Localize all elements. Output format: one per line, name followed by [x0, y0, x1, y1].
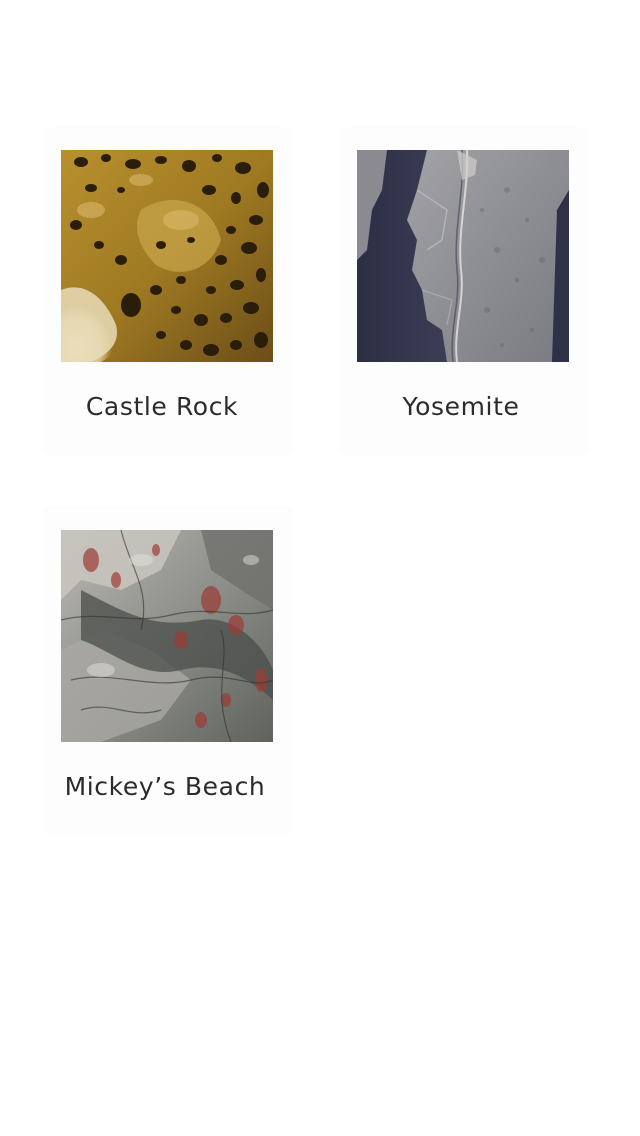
castle-rock-texture-image — [61, 150, 273, 362]
mickeys-beach-thumbnail[interactable] — [61, 530, 273, 742]
location-card-castle-rock[interactable]: Castle Rock — [45, 128, 291, 454]
yosemite-texture-image — [357, 150, 569, 362]
location-name: Mickey’s Beach — [64, 772, 266, 801]
yosemite-thumbnail[interactable] — [357, 150, 569, 362]
location-name: Castle Rock — [85, 392, 239, 421]
location-card-mickeys-beach[interactable]: Mickey’s Beach — [45, 508, 291, 834]
location-card-yosemite[interactable]: Yosemite — [341, 128, 587, 454]
location-name: Yosemite — [402, 392, 520, 421]
mickeys-beach-texture-image — [61, 530, 273, 742]
castle-rock-thumbnail[interactable] — [61, 150, 273, 362]
